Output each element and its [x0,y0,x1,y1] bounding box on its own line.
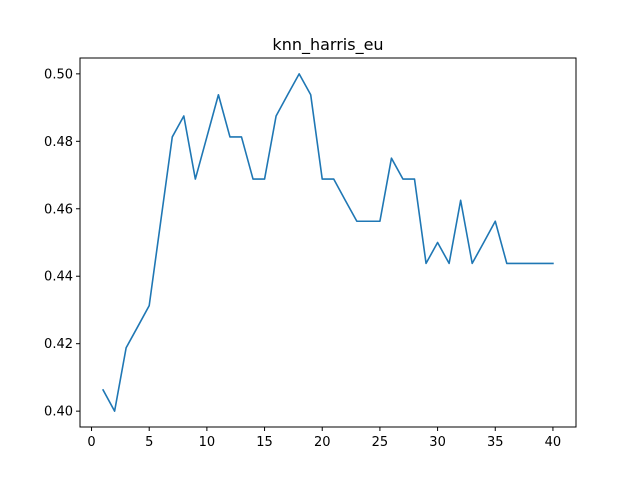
x-axis: 0 5 10 15 20 25 30 35 40 [87,427,561,450]
x-tick-label: 30 [429,435,446,450]
x-tick-label: 5 [145,435,153,450]
x-tick-label: 0 [87,435,95,450]
y-tick-label: 0.46 [44,202,73,217]
x-tick-label: 25 [372,435,389,450]
y-axis: 0.40 0.42 0.44 0.46 0.48 0.50 [44,67,80,420]
x-tick-label: 15 [256,435,273,450]
x-tick-label: 40 [545,435,562,450]
x-tick-label: 35 [487,435,504,450]
y-tick-label: 0.44 [44,270,73,285]
y-tick-label: 0.48 [44,135,73,150]
series-line [101,73,554,412]
x-tick-label: 20 [314,435,331,450]
y-tick-label: 0.42 [44,337,73,352]
y-tick-label: 0.50 [44,67,73,82]
y-tick-label: 0.40 [44,405,73,420]
chart-title: knn_harris_eu [272,35,383,55]
plot-frame [79,57,577,428]
x-tick-label: 10 [199,435,216,450]
series-layer [101,73,554,412]
